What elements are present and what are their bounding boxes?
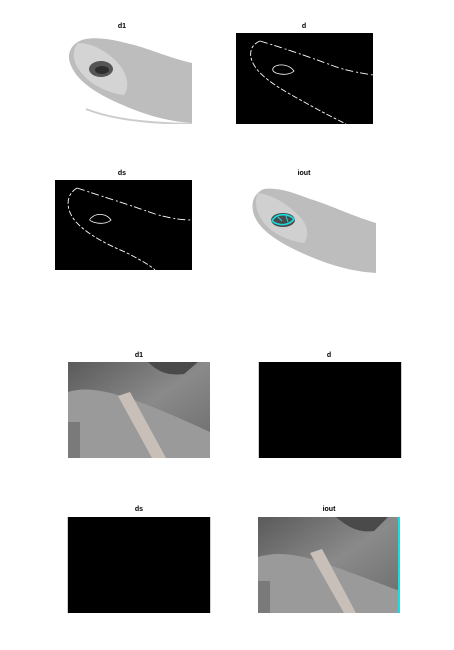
- image-shoulder-edges-smoothed: [67, 517, 211, 613]
- panel-title-d1-bottom: d1: [134, 352, 144, 359]
- image-finger-overlay: [250, 183, 376, 274]
- panel-title-d1-top: d1: [117, 23, 127, 30]
- image-finger-edges: [236, 33, 373, 124]
- panel-title-d-bottom: d: [326, 352, 332, 359]
- panel-title-ds-top: ds: [117, 170, 127, 177]
- image-finger-original: [66, 33, 192, 124]
- panel-title-d-top: d: [301, 23, 307, 30]
- image-finger-edges-smoothed: [55, 180, 192, 270]
- image-shoulder-overlay: [258, 517, 400, 613]
- image-shoulder-edges: [258, 362, 402, 458]
- image-shoulder-original: [68, 362, 210, 458]
- panel-title-iout-bottom: iout: [322, 506, 336, 513]
- panel-title-iout-top: iout: [297, 170, 311, 177]
- panel-title-ds-bottom: ds: [134, 506, 144, 513]
